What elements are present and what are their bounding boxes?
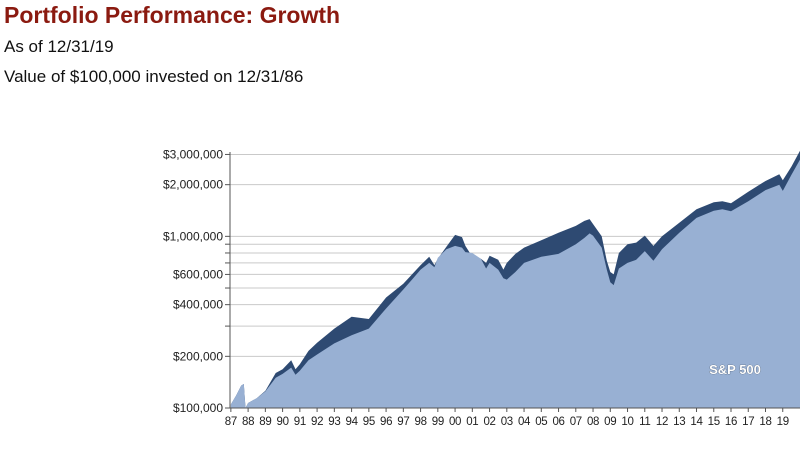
- x-tick-label: 87: [225, 416, 237, 428]
- x-tick-label: 92: [311, 416, 323, 428]
- x-tick-label: 18: [759, 416, 771, 428]
- x-axis: 87 88 89 90 91 92 93 94 95 96 97 98 99 00 01 02 03 04 05 06…: [225, 407, 800, 428]
- x-tick-label: 93: [328, 416, 340, 428]
- page-title: Portfolio Performance: Growth: [4, 2, 341, 28]
- as-of-date: As of 12/31/19: [4, 37, 114, 56]
- x-tick-label: 13: [673, 416, 685, 428]
- y-tick-label: $200,000: [173, 349, 223, 363]
- y-tick-label: $100,000: [173, 401, 223, 415]
- x-tick-label: 02: [483, 416, 495, 428]
- x-tick-label: 01: [466, 416, 478, 428]
- x-tick-label: 97: [397, 416, 409, 428]
- x-tick-label: 04: [518, 416, 531, 428]
- x-tick-label: 96: [380, 416, 392, 428]
- x-tick-label: 07: [570, 416, 582, 428]
- x-tick-label: 99: [432, 416, 444, 428]
- x-tick-label: 15: [708, 416, 720, 428]
- x-tick-label: 89: [259, 416, 271, 428]
- x-tick-label: 00: [449, 416, 461, 428]
- y-tick-label: $3,000,000: [163, 147, 223, 161]
- x-tick-label: 98: [414, 416, 426, 428]
- y-tick-label: $1,000,000: [163, 229, 223, 243]
- y-axis: $100,000 $200,000 $400,000 $600,000 $1,000,0…: [163, 147, 231, 415]
- y-tick-label: $400,000: [173, 298, 223, 312]
- benchmark-area: [230, 159, 800, 408]
- x-tick-label: 14: [690, 416, 703, 428]
- x-tick-label: 91: [294, 416, 306, 428]
- series-label-sp500: S&P 500: [709, 362, 761, 377]
- x-tick-label: 17: [742, 416, 754, 428]
- y-tick-label: $600,000: [173, 267, 223, 281]
- benchmark-area-layer: [230, 150, 800, 409]
- investment-description: Value of $100,000 invested on 12/31/86: [4, 67, 304, 86]
- x-tick-label: 95: [363, 416, 375, 428]
- x-tick-label: 11: [639, 416, 650, 428]
- x-tick-label: 90: [277, 416, 289, 428]
- x-tick-label: 05: [535, 416, 547, 428]
- x-tick-label: 10: [621, 416, 633, 428]
- x-tick-label: 88: [242, 416, 254, 428]
- x-tick-label: 94: [345, 416, 358, 428]
- x-tick-label: 09: [604, 416, 616, 428]
- x-tick-label: 06: [552, 416, 564, 428]
- x-tick-label: 16: [725, 416, 737, 428]
- x-tick-label: 12: [656, 416, 668, 428]
- x-tick-label: 03: [501, 416, 513, 428]
- y-tick-label: $2,000,000: [163, 178, 223, 192]
- x-tick-label: 08: [587, 416, 599, 428]
- x-tick-label: 19: [777, 416, 789, 428]
